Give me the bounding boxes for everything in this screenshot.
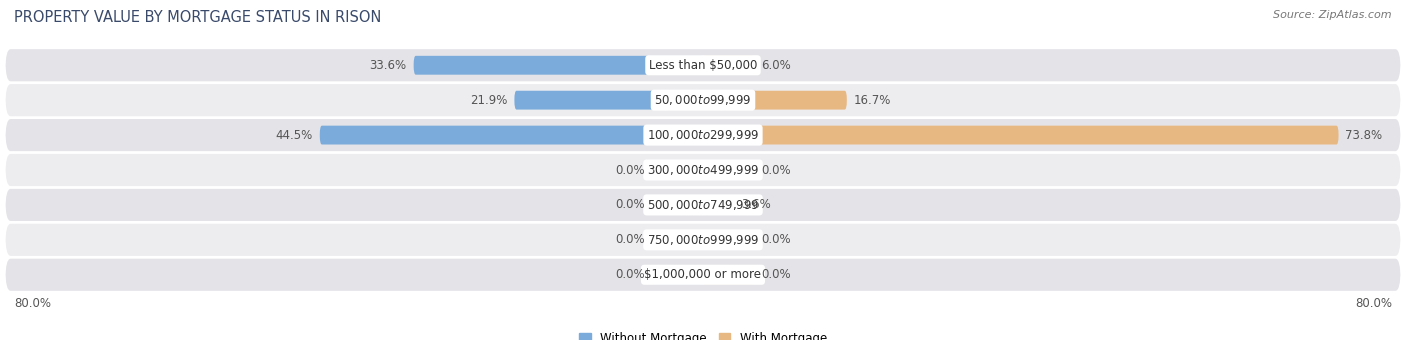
Text: $500,000 to $749,999: $500,000 to $749,999 <box>647 198 759 212</box>
FancyBboxPatch shape <box>703 91 846 109</box>
Text: Less than $50,000: Less than $50,000 <box>648 59 758 72</box>
FancyBboxPatch shape <box>6 224 1400 256</box>
Text: Source: ZipAtlas.com: Source: ZipAtlas.com <box>1274 10 1392 20</box>
FancyBboxPatch shape <box>651 195 703 214</box>
Text: PROPERTY VALUE BY MORTGAGE STATUS IN RISON: PROPERTY VALUE BY MORTGAGE STATUS IN RIS… <box>14 10 381 25</box>
Text: 80.0%: 80.0% <box>14 298 51 310</box>
Text: $100,000 to $299,999: $100,000 to $299,999 <box>647 128 759 142</box>
FancyBboxPatch shape <box>319 126 703 144</box>
Text: 44.5%: 44.5% <box>276 129 314 141</box>
FancyBboxPatch shape <box>6 84 1400 116</box>
Legend: Without Mortgage, With Mortgage: Without Mortgage, With Mortgage <box>574 328 832 340</box>
Text: 21.9%: 21.9% <box>470 94 508 107</box>
Text: 0.0%: 0.0% <box>762 164 792 176</box>
FancyBboxPatch shape <box>6 154 1400 186</box>
FancyBboxPatch shape <box>6 49 1400 81</box>
Text: 0.0%: 0.0% <box>614 164 644 176</box>
Text: 16.7%: 16.7% <box>853 94 891 107</box>
FancyBboxPatch shape <box>651 265 703 284</box>
Text: 6.0%: 6.0% <box>762 59 792 72</box>
Text: $50,000 to $99,999: $50,000 to $99,999 <box>654 93 752 107</box>
Text: 0.0%: 0.0% <box>762 268 792 281</box>
Text: 0.0%: 0.0% <box>762 233 792 246</box>
FancyBboxPatch shape <box>515 91 703 109</box>
Text: 3.6%: 3.6% <box>741 199 770 211</box>
Text: 33.6%: 33.6% <box>370 59 406 72</box>
FancyBboxPatch shape <box>703 231 755 249</box>
Text: $1,000,000 or more: $1,000,000 or more <box>644 268 762 281</box>
FancyBboxPatch shape <box>651 231 703 249</box>
Text: 0.0%: 0.0% <box>614 233 644 246</box>
FancyBboxPatch shape <box>703 160 755 180</box>
Text: $300,000 to $499,999: $300,000 to $499,999 <box>647 163 759 177</box>
Text: 0.0%: 0.0% <box>614 199 644 211</box>
FancyBboxPatch shape <box>6 259 1400 291</box>
Text: $750,000 to $999,999: $750,000 to $999,999 <box>647 233 759 247</box>
Text: 0.0%: 0.0% <box>614 268 644 281</box>
FancyBboxPatch shape <box>703 195 734 214</box>
FancyBboxPatch shape <box>6 189 1400 221</box>
FancyBboxPatch shape <box>703 126 1339 144</box>
FancyBboxPatch shape <box>703 56 755 75</box>
FancyBboxPatch shape <box>413 56 703 75</box>
FancyBboxPatch shape <box>6 119 1400 151</box>
Text: 80.0%: 80.0% <box>1355 298 1392 310</box>
FancyBboxPatch shape <box>703 265 755 284</box>
FancyBboxPatch shape <box>651 160 703 180</box>
Text: 73.8%: 73.8% <box>1346 129 1382 141</box>
